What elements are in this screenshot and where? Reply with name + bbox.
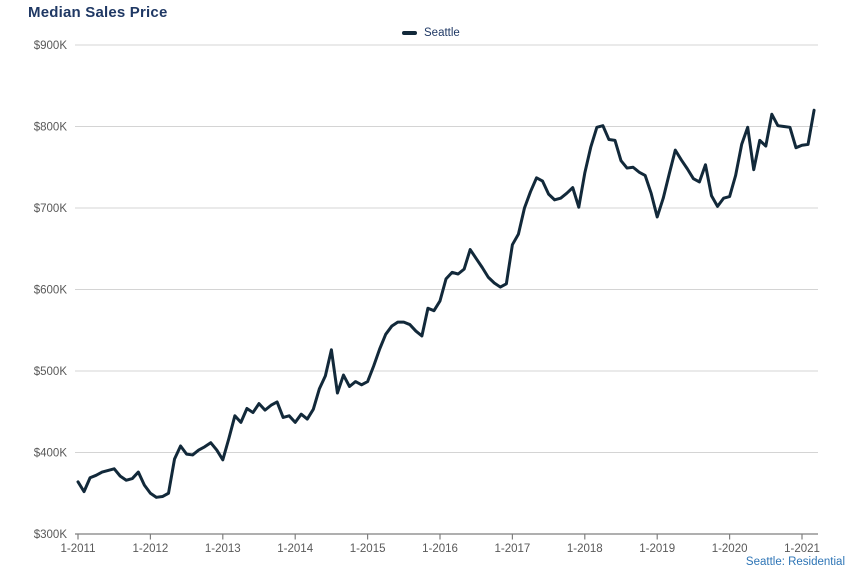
legend-line-swatch [402, 31, 417, 35]
x-axis-tick-label: 1-2014 [277, 543, 313, 555]
y-axis-tick-label: $600K [34, 285, 68, 297]
x-axis-tick-label: 1-2021 [784, 543, 820, 555]
x-axis-tick-label: 1-2013 [205, 543, 241, 555]
x-axis-tick-label: 1-2019 [639, 543, 675, 555]
source-note: Seattle: Residential [745, 556, 845, 568]
y-axis-tick-label: $400K [34, 448, 68, 460]
y-axis-tick-label: $900K [34, 40, 68, 52]
page-title: Median Sales Price [28, 4, 168, 21]
x-axis-tick-label: 1-2020 [712, 543, 748, 555]
x-axis-tick-label: 1-2018 [567, 543, 603, 555]
x-axis-tick-label: 1-2017 [494, 543, 530, 555]
y-axis-tick-label: $300K [34, 529, 68, 541]
x-axis-tick-label: 1-2015 [350, 543, 386, 555]
legend-label: Seattle [424, 27, 460, 39]
legend[interactable]: Seattle [402, 27, 460, 39]
y-axis-tick-label: $800K [34, 122, 68, 134]
y-axis-tick-label: $700K [34, 203, 68, 215]
x-axis-tick-label: 1-2016 [422, 543, 458, 555]
x-axis-tick-label: 1-2012 [132, 543, 168, 555]
x-axis-tick-label: 1-2011 [61, 543, 96, 555]
seattle-price-line[interactable] [76, 108, 816, 499]
y-axis-tick-label: $500K [34, 366, 68, 378]
